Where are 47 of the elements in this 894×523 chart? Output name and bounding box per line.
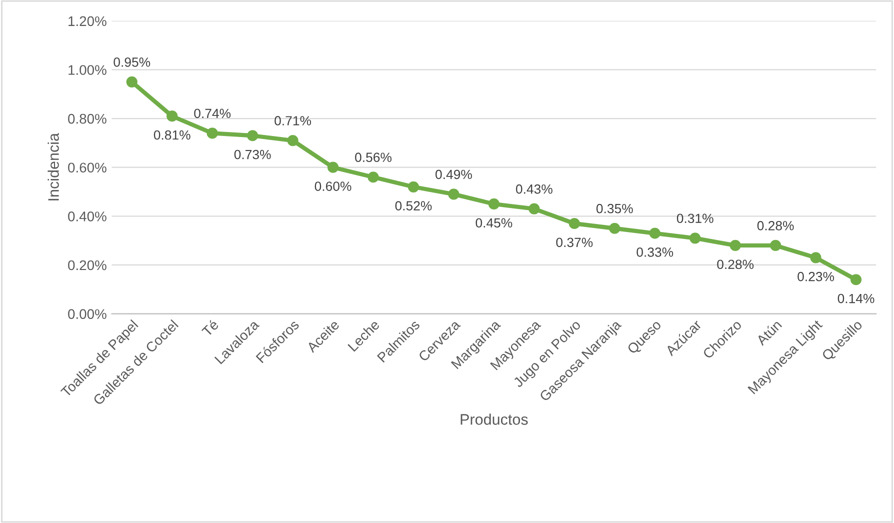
data-label: 0.37% (556, 238, 593, 248)
y-tick-label: 0.40% (68, 212, 106, 222)
y-tick-label: 0.20% (68, 260, 106, 270)
point (327, 162, 339, 173)
data-label: 0.31% (676, 214, 714, 224)
point (649, 228, 660, 239)
data-label: 0.35% (596, 204, 633, 214)
point (810, 252, 822, 264)
point (368, 172, 379, 183)
data-label: 0.23% (798, 272, 834, 282)
y-tick-label: 1.20% (68, 16, 106, 26)
point (488, 198, 500, 210)
y-tick-label: 0.00% (68, 309, 106, 319)
point (408, 181, 420, 192)
point (730, 240, 741, 252)
point (126, 76, 138, 88)
data-label: 0.45% (476, 218, 512, 228)
point (770, 240, 782, 252)
point (206, 128, 218, 139)
data-label: 0.73% (234, 150, 271, 160)
data-label: 0.14% (838, 294, 874, 304)
y-tick-label: 0.60% (68, 162, 106, 173)
y-tick-label: 0.80% (68, 114, 106, 124)
point (287, 134, 298, 146)
point (247, 130, 258, 142)
data-label: 0.60% (314, 182, 352, 191)
point (166, 110, 178, 122)
point (448, 188, 460, 200)
point (568, 218, 580, 230)
data-label: 0.49% (436, 170, 472, 180)
data-label: 0.71% (274, 116, 312, 126)
data-label: 0.33% (636, 247, 674, 257)
data-label: 0.43% (516, 184, 552, 194)
data-label: 0.52% (395, 201, 432, 210)
data-label: 0.56% (355, 152, 392, 162)
data-label: 0.81% (154, 130, 190, 140)
y-tick-label: 1.00% (68, 65, 106, 75)
y-axis-title: Incidencia (48, 132, 59, 200)
data-label: 0.95% (114, 57, 150, 67)
point (850, 274, 862, 286)
data-label: 0.28% (757, 221, 794, 230)
data-label: 0.74% (194, 108, 231, 118)
point (528, 203, 540, 214)
point (690, 232, 701, 244)
point (609, 222, 620, 234)
data-label: 0.28% (717, 260, 754, 270)
x-axis-title: Productos (460, 414, 528, 425)
